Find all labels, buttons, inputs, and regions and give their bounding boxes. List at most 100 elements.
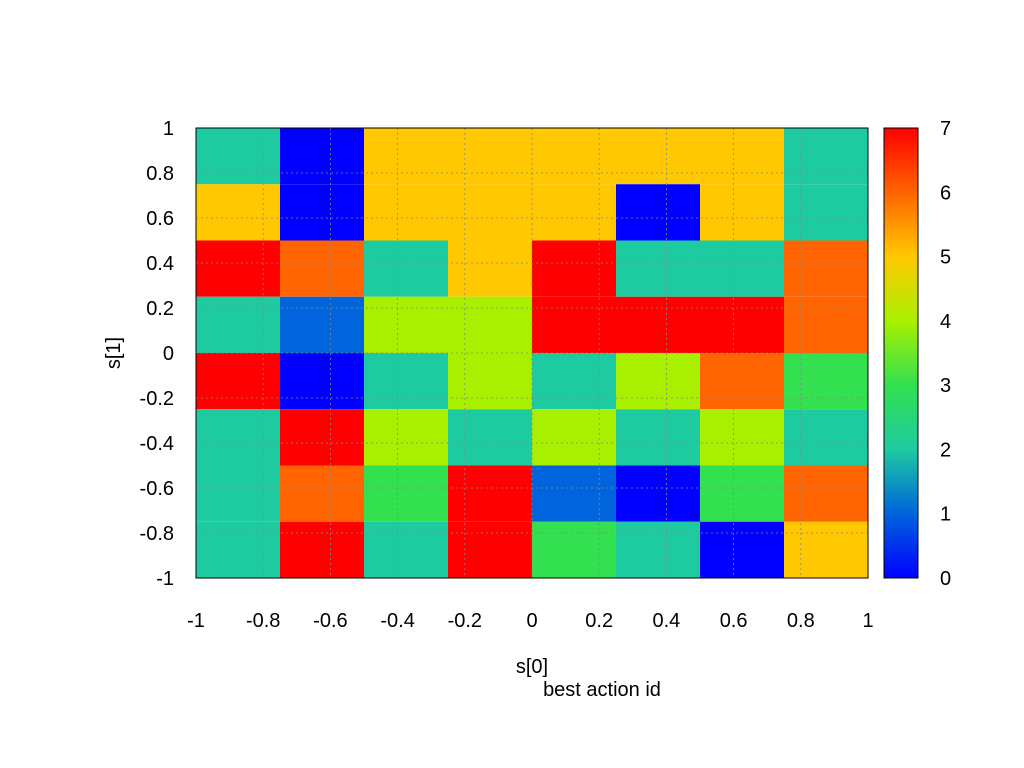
heatmap-cell	[784, 409, 868, 466]
heatmap-cell	[448, 240, 532, 297]
heatmap-cell	[280, 521, 364, 578]
heatmap-cell	[616, 240, 700, 297]
y-axis-label: s[1]	[103, 337, 125, 369]
y-tick-label: -0.6	[140, 478, 174, 500]
heatmap-cell	[532, 465, 616, 522]
y-tick-label: -0.4	[140, 433, 174, 455]
chart-title: best action id	[543, 679, 661, 701]
heatmap-cell	[532, 296, 616, 353]
colorbar-tick-label: 1	[940, 504, 951, 526]
heatmap-cell	[364, 521, 448, 578]
colorbar-tick-label: 5	[940, 247, 951, 269]
heatmap-cell	[364, 184, 448, 241]
heatmap-cell	[532, 409, 616, 466]
heatmap-cell	[196, 184, 280, 241]
heatmap-cell	[364, 128, 448, 185]
x-tick-label: 0.6	[720, 610, 748, 632]
heatmap-cell	[700, 296, 784, 353]
x-tick-label: -0.8	[246, 610, 280, 632]
heatmap-cell	[784, 128, 868, 185]
heatmap-cell	[700, 128, 784, 185]
x-tick-labels: -1 -0.8 -0.6 -0.4 -0.2 0 0.2 0.4 0.6 0.8 1	[187, 610, 873, 632]
colorbar-tick-label: 0	[940, 568, 951, 590]
colorbar-tick-label: 4	[940, 311, 951, 333]
heatmap-cell	[784, 296, 868, 353]
heatmap-cell	[448, 465, 532, 522]
heatmap-cell	[616, 128, 700, 185]
heatmap-cell	[280, 240, 364, 297]
x-axis-label: s[0]	[516, 656, 548, 678]
heatmap-cell	[700, 184, 784, 241]
heatmap-cell	[700, 521, 784, 578]
heatmap-cell	[616, 296, 700, 353]
heatmap-cell	[364, 240, 448, 297]
heatmap-cell	[280, 353, 364, 410]
x-tick-label: 0.4	[652, 610, 680, 632]
heatmap-cell	[280, 465, 364, 522]
heatmap-cell	[616, 184, 700, 241]
colorbar-tick-label: 3	[940, 375, 951, 397]
colorbar-tick-labels: 7 6 5 4 3 2 1 0	[940, 118, 951, 590]
heatmap-cell	[616, 353, 700, 410]
colorbar-tick-label: 6	[940, 182, 951, 204]
heatmap-cell	[196, 240, 280, 297]
plot-frame	[195, 127, 869, 579]
heatmap-cell	[280, 184, 364, 241]
y-tick-label: 0.6	[146, 208, 174, 230]
heatmap-cell	[700, 353, 784, 410]
heatmap-cell	[784, 465, 868, 522]
heatmap-cell	[448, 353, 532, 410]
heatmap-cell	[532, 240, 616, 297]
heatmap-cell	[196, 465, 280, 522]
heatmap-cell	[196, 409, 280, 466]
heatmap-cell	[196, 128, 280, 185]
heatmap-cell	[448, 184, 532, 241]
heatmap-cell	[196, 296, 280, 353]
heatmap-cell	[616, 521, 700, 578]
colorbar-tick-label: 2	[940, 439, 951, 461]
heatmap-cell	[616, 409, 700, 466]
y-tick-label: 1	[163, 118, 174, 140]
grid-lines	[196, 128, 868, 578]
y-tick-label: 0.2	[146, 298, 174, 320]
x-tick-label: -1	[187, 610, 205, 632]
heatmap-cell	[196, 353, 280, 410]
y-tick-label: -1	[156, 568, 174, 590]
heatmap-cell	[364, 353, 448, 410]
x-tick-label: 1	[862, 610, 873, 632]
heatmap-cell	[364, 409, 448, 466]
heatmap-cell	[700, 409, 784, 466]
colorbar	[883, 127, 919, 579]
heatmap-cell	[448, 128, 532, 185]
heatmap-cell	[700, 465, 784, 522]
x-tick-label: -0.2	[448, 610, 482, 632]
y-tick-label: 0.4	[146, 253, 174, 275]
heatmap-cell	[784, 521, 868, 578]
heatmap-cells	[196, 128, 868, 578]
heatmap-cell	[784, 353, 868, 410]
y-tick-label: 0.8	[146, 163, 174, 185]
heatmap-cell	[532, 184, 616, 241]
heatmap-cell	[616, 465, 700, 522]
y-tick-label: 0	[163, 343, 174, 365]
y-tick-label: -0.2	[140, 388, 174, 410]
colorbar-tick-label: 7	[940, 118, 951, 140]
x-tick-label: -0.4	[380, 610, 414, 632]
heatmap-cell	[280, 128, 364, 185]
x-tick-label: -0.6	[313, 610, 347, 632]
heatmap-cell	[784, 184, 868, 241]
heatmap-cell	[448, 409, 532, 466]
heatmap-cell	[280, 409, 364, 466]
heatmap-cell	[196, 521, 280, 578]
heatmap-cell	[532, 128, 616, 185]
y-tick-labels: 1 0.8 0.6 0.4 0.2 0 -0.2 -0.4 -0.6 -0.8 -1	[140, 118, 174, 590]
heatmap-cell	[448, 296, 532, 353]
heatmap-cell	[532, 521, 616, 578]
heatmap-cell	[700, 240, 784, 297]
x-tick-label: 0.2	[585, 610, 613, 632]
heatmap-cell	[364, 465, 448, 522]
heatmap-cell	[280, 296, 364, 353]
heatmap-cell	[448, 521, 532, 578]
x-tick-label: 0	[526, 610, 537, 632]
